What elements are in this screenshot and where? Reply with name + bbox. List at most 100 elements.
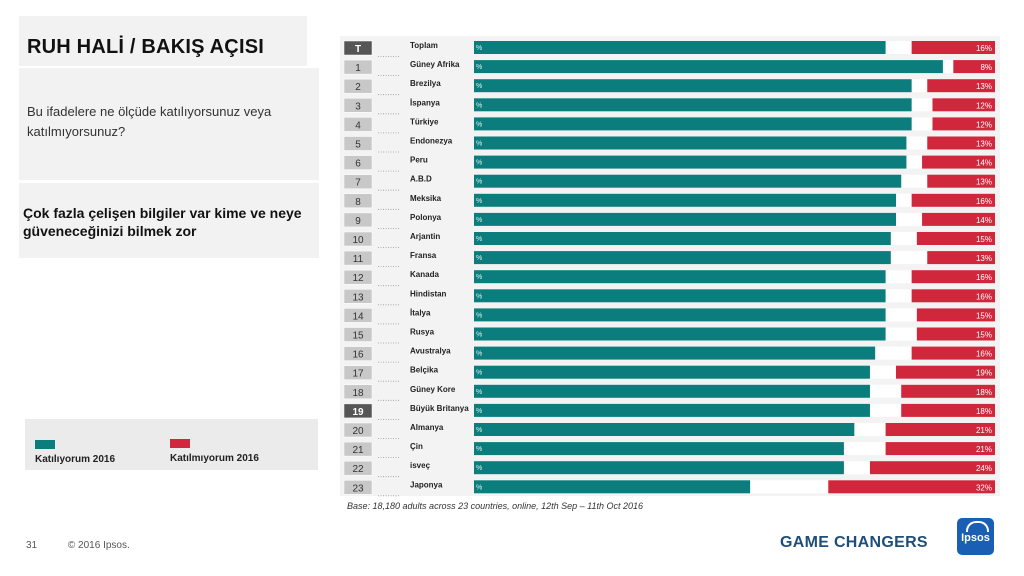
base-note: Base: 18,180 adults across 23 countries,… — [347, 501, 644, 511]
statement-text: Çok fazla çelişen bilgiler var kime ve n… — [23, 205, 302, 239]
legend-label-disagree: Katılmıyorum 2016 — [170, 453, 259, 464]
legend-label-agree: Katılıyorum 2016 — [35, 454, 116, 465]
agree-bar — [474, 480, 751, 494]
rank-box — [343, 174, 373, 189]
copyright: © 2016 Ipsos. — [67, 540, 130, 551]
rank-box — [343, 155, 373, 170]
agree-value-label: % — [476, 484, 482, 491]
agree-bar — [474, 365, 870, 379]
rank-box — [343, 212, 373, 228]
agree-value-label: % — [476, 45, 482, 52]
rank-box — [343, 78, 373, 94]
agree-value-label: % — [476, 312, 482, 319]
question-text: Bu ifadelere ne ölçüde katılıyorsunuz ve… — [27, 104, 272, 139]
chart-background — [340, 36, 1000, 496]
category-label: Brezilya — [410, 79, 441, 88]
agree-bar — [474, 155, 907, 169]
rank-label: 4 — [355, 120, 361, 131]
disagree-value-label: 18% — [976, 407, 992, 416]
disagree-value-label: 24% — [976, 464, 992, 473]
agree-bar — [474, 442, 844, 456]
statement-panel: Çok fazla çelişen bilgiler var kime ve n… — [19, 183, 319, 258]
category-label: Hindistan — [410, 289, 447, 298]
rank-box — [343, 231, 373, 247]
disagree-value-label: 13% — [976, 178, 992, 187]
disagree-value-label: 18% — [976, 388, 992, 397]
page-number: 31 — [26, 540, 38, 551]
agree-value-label: % — [476, 179, 482, 186]
disagree-bar — [953, 60, 995, 74]
rank-label: 21 — [352, 445, 364, 456]
category-label: Fransa — [410, 251, 437, 260]
legend-swatch-agree — [35, 440, 55, 449]
rank-label: 9 — [355, 216, 361, 227]
agree-bar — [474, 117, 912, 131]
disagree-value-label: 16% — [976, 350, 992, 359]
disagree-value-label: 32% — [976, 483, 992, 492]
rank-box — [343, 365, 373, 380]
rank-box — [343, 250, 373, 266]
rank-label: 2 — [355, 82, 361, 93]
footer: 31 © 2016 Ipsos. — [26, 540, 158, 551]
question-panel: Bu ifadelere ne ölçüde katılıyorsunuz ve… — [19, 68, 319, 180]
rank-label: 15 — [352, 331, 364, 342]
disagree-bar — [927, 174, 995, 188]
disagree-bar — [911, 193, 995, 207]
disagree-bar — [828, 480, 995, 494]
agree-bar — [474, 193, 897, 207]
disagree-bar — [869, 461, 995, 475]
agree-bar — [474, 327, 886, 341]
category-label: Türkiye — [410, 117, 439, 126]
category-label: Büyük Britanya — [410, 404, 469, 413]
category-label: Arjantin — [410, 232, 440, 241]
disagree-value-label: 15% — [976, 311, 992, 320]
rank-label: 11 — [353, 254, 364, 265]
rank-box — [343, 269, 373, 285]
disagree-bar — [911, 346, 995, 360]
disagree-value-label: 19% — [976, 369, 992, 378]
disagree-bar — [885, 442, 995, 456]
rank-label: 6 — [355, 159, 361, 170]
category-label: Güney Kore — [410, 385, 456, 394]
category-label: Almanya — [410, 423, 444, 432]
agree-value-label: % — [476, 370, 482, 377]
disagree-bar — [916, 308, 995, 322]
rank-label: 8 — [355, 197, 361, 208]
disagree-value-label: 16% — [976, 197, 992, 206]
rank-box — [343, 403, 373, 419]
category-label: Polonya — [410, 213, 442, 222]
agree-bar — [474, 403, 870, 417]
ipsos-logo: Ipsos — [957, 518, 994, 555]
category-label: Japonya — [410, 480, 443, 489]
rank-label: 10 — [352, 235, 364, 246]
rank-label: 17 — [352, 369, 364, 380]
rank-box — [343, 384, 373, 400]
agree-bar — [474, 232, 891, 245]
category-label: isveç — [410, 461, 431, 470]
disagree-value-label: 21% — [976, 445, 992, 454]
agree-value-label: % — [476, 351, 482, 358]
category-label: Rusya — [410, 328, 435, 337]
category-label: İspanya — [410, 98, 440, 107]
agree-bar — [474, 98, 912, 112]
agree-bar — [474, 212, 897, 226]
rank-box — [343, 327, 373, 342]
rank-box — [343, 117, 373, 132]
legend-swatch-disagree — [170, 439, 190, 448]
title-panel: RUH HALİ / BAKIŞ AÇISI — [19, 16, 307, 66]
rank-box — [343, 422, 373, 438]
rank-box — [343, 136, 373, 151]
legend: Katılıyorum 2016 Katılmıyorum 2016 — [25, 419, 318, 470]
rank-label: 16 — [352, 350, 364, 361]
disagree-bar — [911, 270, 995, 284]
rank-box — [343, 460, 373, 476]
category-label: Belçika — [410, 366, 439, 375]
rank-label: 1 — [355, 63, 361, 74]
category-label: Kanada — [410, 270, 439, 279]
rank-label: 18 — [352, 388, 364, 399]
category-label: A.B.D — [410, 175, 432, 184]
rank-label: 12 — [352, 273, 364, 284]
rank-box — [343, 98, 373, 113]
disagree-bar — [911, 289, 995, 303]
disagree-value-label: 15% — [976, 331, 992, 340]
